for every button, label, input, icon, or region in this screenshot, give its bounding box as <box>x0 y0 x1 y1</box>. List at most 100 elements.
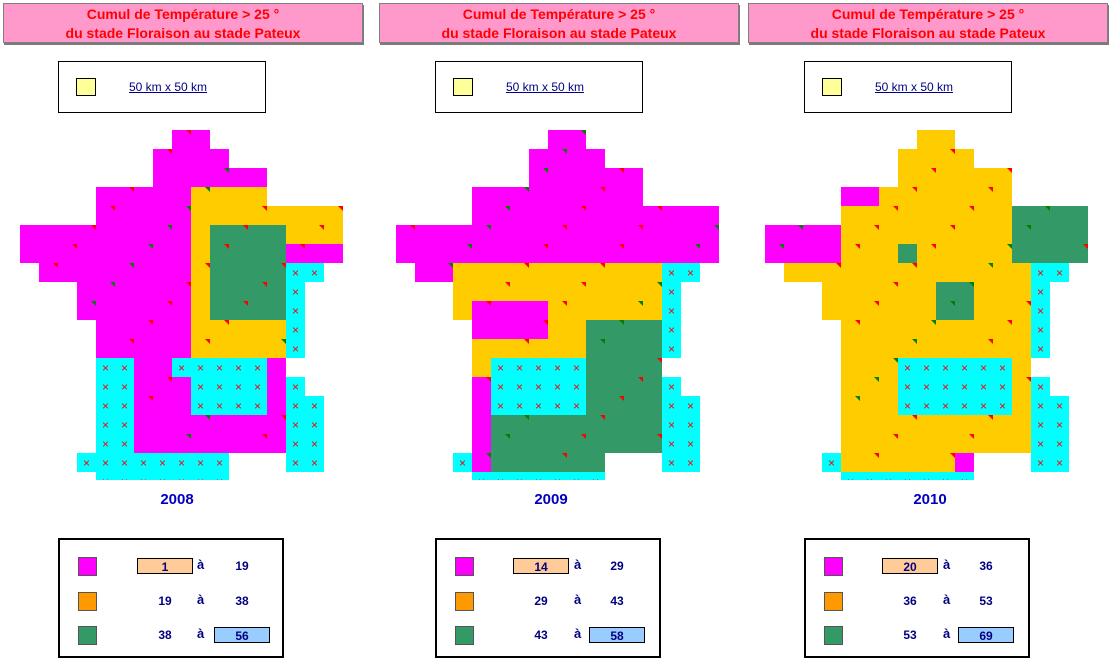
map-cell-low <box>96 301 115 320</box>
map-cell-none <box>936 396 955 415</box>
legend-swatch-high <box>824 626 843 645</box>
map-cell-mid <box>1012 377 1031 396</box>
legend-separator: à <box>574 557 582 572</box>
map-cell-high <box>248 244 267 263</box>
no-data-mark: × <box>1037 380 1044 394</box>
map-cell-none <box>936 472 955 480</box>
map-cell-none <box>662 339 681 358</box>
map-cell-low <box>191 130 210 149</box>
map-cell-low <box>472 377 491 396</box>
map-cell-high <box>1050 225 1069 244</box>
no-data-mark: × <box>235 361 242 375</box>
map-cell-low <box>115 339 134 358</box>
map-cell-mid <box>548 301 567 320</box>
map-cell-low <box>134 396 153 415</box>
map-cell-mid <box>898 282 917 301</box>
scale-label[interactable]: 50 km x 50 km <box>129 80 208 94</box>
cell-marker <box>205 187 210 192</box>
map-cell-low <box>510 301 529 320</box>
no-data-mark: × <box>178 475 185 480</box>
map-cell-low <box>662 206 681 225</box>
map-cell-low <box>58 263 77 282</box>
map-cell-mid <box>605 282 624 301</box>
map-cell-high <box>1050 206 1069 225</box>
cell-marker <box>893 206 898 211</box>
map-cell-high <box>267 244 286 263</box>
map-cell-none <box>191 472 210 480</box>
map-cell-low <box>153 168 172 187</box>
map-cell-high <box>267 282 286 301</box>
no-data-mark: × <box>1056 266 1063 280</box>
map-cell-low <box>39 225 58 244</box>
cell-marker <box>581 206 586 211</box>
map-cell-none <box>510 358 529 377</box>
map-cell-mid <box>267 206 286 225</box>
map-cell-mid <box>898 206 917 225</box>
map-cell-low <box>267 415 286 434</box>
no-data-mark: × <box>178 456 185 470</box>
map-cell-none <box>172 453 191 472</box>
map-cell-high <box>605 339 624 358</box>
no-data-mark: × <box>1056 399 1063 413</box>
no-data-mark: × <box>942 380 949 394</box>
no-data-mark: × <box>178 361 185 375</box>
color-legend: 14 à 29 29 à 43 43 à 58 <box>435 538 661 658</box>
no-data-mark: × <box>961 361 968 375</box>
map-cell-none <box>681 263 700 282</box>
cell-marker <box>543 320 548 325</box>
map-cell-low <box>529 187 548 206</box>
cell-marker <box>893 358 898 363</box>
map-cell-none <box>567 472 586 480</box>
map-cell-low <box>765 225 784 244</box>
map-cell-low <box>529 320 548 339</box>
map-cell-none <box>115 377 134 396</box>
map-cell-high <box>898 244 917 263</box>
map-cell-low <box>115 206 134 225</box>
map-cell-mid <box>841 244 860 263</box>
panel-2008: Cumul de Température > 25 ° du stade Flo… <box>3 0 363 660</box>
no-data-mark: × <box>999 361 1006 375</box>
no-data-mark: × <box>311 266 318 280</box>
map-cell-none <box>955 472 974 480</box>
map-cell-none <box>210 453 229 472</box>
map-cell-none <box>567 377 586 396</box>
map-cell-none <box>248 358 267 377</box>
no-data-mark: × <box>1037 285 1044 299</box>
scale-label[interactable]: 50 km x 50 km <box>506 80 585 94</box>
map-cell-low <box>229 434 248 453</box>
map-cell-mid <box>267 339 286 358</box>
map-cell-mid <box>841 415 860 434</box>
map-cell-none <box>955 358 974 377</box>
map-cell-low <box>548 206 567 225</box>
map-cell-mid <box>936 453 955 472</box>
map-cell-mid <box>993 225 1012 244</box>
map-cell-mid <box>974 263 993 282</box>
map-cell-mid <box>917 453 936 472</box>
legend-to: 29 <box>610 559 624 573</box>
map-cell-low <box>605 168 624 187</box>
map-cell-mid <box>917 320 936 339</box>
map-cell-low <box>39 263 58 282</box>
map-cell-low <box>567 130 586 149</box>
map-cell-mid <box>210 206 229 225</box>
map-cell-none <box>115 434 134 453</box>
map-cell-low <box>841 187 860 206</box>
map-cell-mid <box>1012 434 1031 453</box>
map-cell-low <box>567 244 586 263</box>
no-data-mark: × <box>292 285 299 299</box>
map-cell-none <box>917 396 936 415</box>
map-cell-none <box>453 453 472 472</box>
map-cell-mid <box>1012 415 1031 434</box>
map-cell-mid <box>248 187 267 206</box>
map-cell-mid <box>974 282 993 301</box>
cell-marker <box>91 225 96 230</box>
map-cell-high <box>1031 225 1050 244</box>
map-cell-none <box>841 472 860 480</box>
map-cell-low <box>529 244 548 263</box>
cell-marker <box>912 187 917 192</box>
map-cell-mid <box>286 225 305 244</box>
map-cell-low <box>115 187 134 206</box>
cell-marker <box>281 339 286 344</box>
scale-label[interactable]: 50 km x 50 km <box>875 80 954 94</box>
map-cell-mid <box>879 301 898 320</box>
